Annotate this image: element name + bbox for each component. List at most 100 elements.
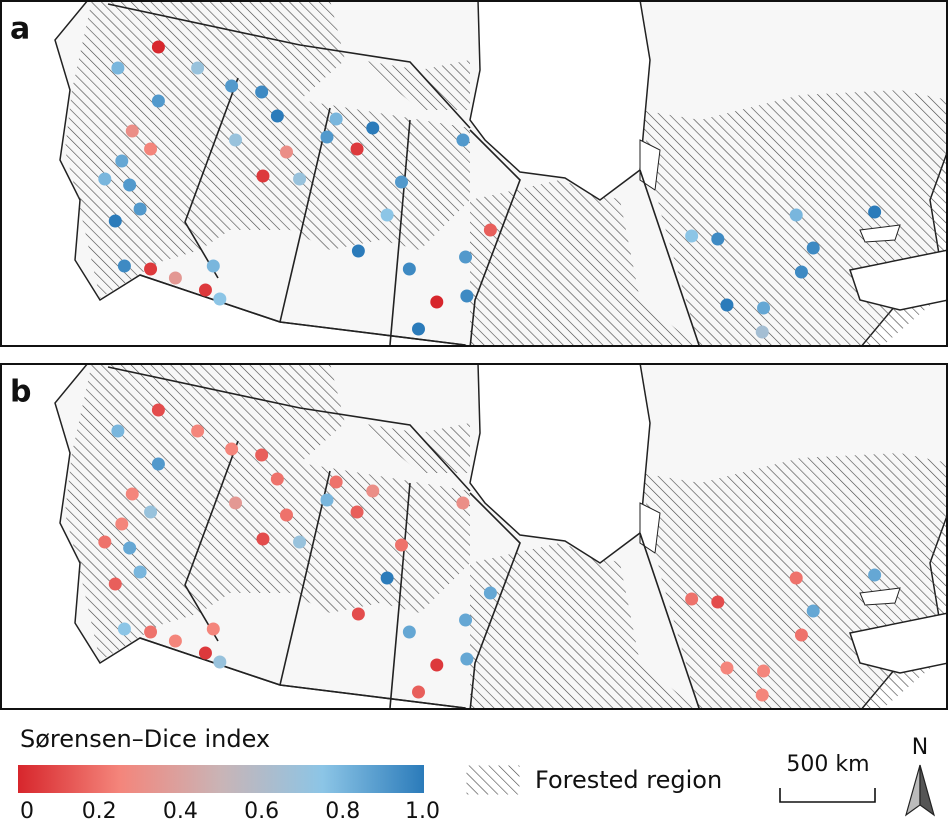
site-point — [255, 448, 269, 462]
site-point — [115, 517, 129, 531]
site-point — [351, 244, 365, 258]
site-point — [720, 298, 734, 312]
panel-label: b — [10, 375, 31, 410]
site-point — [755, 688, 769, 702]
colorbar-tick-label: 1.0 — [405, 799, 440, 824]
map-panel: b — [0, 363, 948, 711]
site-point — [320, 130, 334, 144]
legend-title: Sørensen–Dice index — [20, 725, 270, 753]
site-point — [757, 664, 771, 678]
panel-label: a — [10, 12, 30, 47]
site-point — [168, 634, 182, 648]
site-point — [350, 142, 364, 156]
site-point — [108, 577, 122, 591]
site-point — [123, 541, 137, 555]
site-point — [293, 535, 307, 549]
site-point — [806, 604, 820, 618]
site-point — [411, 685, 425, 699]
site-point — [98, 535, 112, 549]
site-point — [329, 112, 343, 126]
site-point — [144, 262, 158, 276]
site-point — [789, 208, 803, 222]
colorbar-tick-label: 0.4 — [163, 799, 198, 824]
site-point — [229, 496, 243, 510]
north-arrow — [919, 764, 936, 817]
site-point — [206, 622, 220, 636]
site-point — [115, 154, 129, 168]
site-point — [350, 505, 364, 519]
site-point — [395, 175, 409, 189]
site-point — [144, 505, 158, 519]
site-point — [402, 262, 416, 276]
colorbar-tick-label: 0.2 — [82, 799, 117, 824]
colorbar-tick-label: 0.8 — [325, 799, 360, 824]
site-point — [483, 223, 497, 237]
site-point — [366, 484, 380, 498]
site-point — [111, 424, 125, 438]
site-point — [198, 283, 212, 297]
site-point — [366, 121, 380, 135]
legend: Sørensen–Dice index Forested region 500 … — [18, 725, 936, 824]
forest-label: Forested region — [535, 766, 722, 794]
site-point — [133, 202, 147, 216]
site-point — [430, 295, 444, 309]
basemap — [0, 363, 948, 711]
site-point — [395, 538, 409, 552]
site-point — [206, 259, 220, 273]
site-point — [430, 658, 444, 672]
site-point — [483, 586, 497, 600]
site-point — [380, 571, 394, 585]
site-point — [279, 508, 293, 522]
site-point — [191, 61, 205, 75]
colorbar-tick-label: 0.6 — [244, 799, 279, 824]
site-point — [755, 325, 769, 339]
map-panel: a — [0, 0, 948, 348]
site-point — [459, 250, 473, 264]
site-point — [117, 622, 131, 636]
site-point — [125, 124, 139, 138]
site-point — [151, 94, 165, 108]
site-point — [108, 214, 122, 228]
site-point — [117, 259, 131, 273]
site-point — [456, 133, 470, 147]
site-point — [256, 532, 270, 546]
site-point — [213, 292, 227, 306]
site-point — [225, 79, 239, 93]
site-point — [270, 109, 284, 123]
site-point — [685, 229, 699, 243]
site-point — [225, 442, 239, 456]
site-point — [711, 595, 725, 609]
site-point — [459, 613, 473, 627]
site-point — [411, 322, 425, 336]
site-point — [229, 133, 243, 147]
site-point — [111, 61, 125, 75]
site-point — [720, 661, 734, 675]
site-point — [256, 169, 270, 183]
site-point — [320, 493, 334, 507]
site-point — [685, 592, 699, 606]
site-point — [460, 289, 474, 303]
site-point — [868, 205, 882, 219]
site-point — [456, 496, 470, 510]
north-arrow — [904, 764, 921, 817]
site-point — [125, 487, 139, 501]
site-point — [794, 628, 808, 642]
north-label: N — [912, 735, 928, 760]
site-point — [380, 208, 394, 222]
site-point — [460, 652, 474, 666]
site-point — [151, 457, 165, 471]
scale-label: 500 km — [786, 752, 869, 777]
site-point — [789, 571, 803, 585]
site-point — [757, 301, 771, 315]
site-point — [151, 403, 165, 417]
site-point — [794, 265, 808, 279]
site-point — [329, 475, 343, 489]
site-point — [123, 178, 137, 192]
site-point — [293, 172, 307, 186]
site-point — [98, 172, 112, 186]
site-point — [151, 40, 165, 54]
site-point — [279, 145, 293, 159]
site-point — [806, 241, 820, 255]
site-point — [255, 85, 269, 99]
